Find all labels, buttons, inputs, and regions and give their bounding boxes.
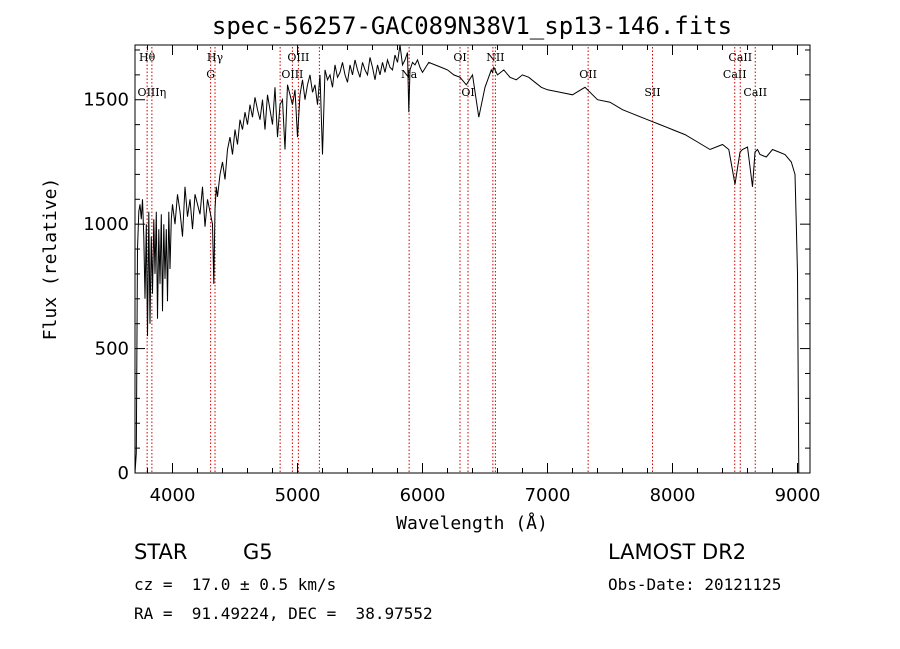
marker-label: OI xyxy=(461,86,474,99)
object-class: STAR xyxy=(134,540,188,564)
axis-ticks: 4000 5000 6000 7000 8000 9000 0 500 1000 1500 xyxy=(83,45,820,506)
x-tick-label: 9000 xyxy=(775,485,821,506)
x-tick-label: 4000 xyxy=(150,485,196,506)
spectrum-series-line xyxy=(134,44,800,474)
object-subclass: G5 xyxy=(243,540,273,564)
marker-label: G xyxy=(206,68,215,81)
marker-label: Na xyxy=(401,68,418,81)
chart-title: spec-56257-GAC089N38V1_sp13-146.fits xyxy=(212,12,732,40)
marker-label: Hγ xyxy=(207,51,224,64)
marker-label: OI xyxy=(453,51,466,64)
y-tick-label: 500 xyxy=(95,339,129,360)
obs-date-text: Obs-Date: 20121125 xyxy=(608,575,782,594)
redshift-text: cz = 17.0 ± 0.5 km/s xyxy=(134,575,337,594)
marker-label: OIII xyxy=(281,68,303,81)
survey-name: LAMOST DR2 xyxy=(608,540,747,564)
y-axis-label: Flux (relative) xyxy=(40,178,61,341)
plot-frame xyxy=(134,44,811,474)
marker-label: CaII xyxy=(728,51,752,64)
line-markers: Hθ OIIIη Hγ G OIII OIII Na OI OI NII OII SII CaII CaI… xyxy=(138,47,767,473)
x-tick-label: 6000 xyxy=(400,485,446,506)
x-axis-label: Wavelength (Å) xyxy=(396,512,548,534)
marker-label: Hθ xyxy=(139,51,156,64)
marker-label: OIII xyxy=(287,51,309,64)
y-tick-label: 1000 xyxy=(83,214,129,235)
marker-label: CaII xyxy=(743,86,767,99)
x-tick-label: 5000 xyxy=(275,485,321,506)
marker-label: NII xyxy=(486,51,504,64)
y-tick-label: 0 xyxy=(118,463,129,484)
marker-label: OIIIη xyxy=(138,86,167,99)
marker-label: SII xyxy=(644,86,660,99)
marker-label: OII xyxy=(579,68,597,81)
x-tick-label: 7000 xyxy=(525,485,571,506)
x-tick-label: 8000 xyxy=(650,485,696,506)
marker-label: CaII xyxy=(723,68,747,81)
coordinates-text: RA = 91.49224, DEC = 38.97552 xyxy=(134,604,433,623)
y-tick-label: 1500 xyxy=(83,90,129,111)
